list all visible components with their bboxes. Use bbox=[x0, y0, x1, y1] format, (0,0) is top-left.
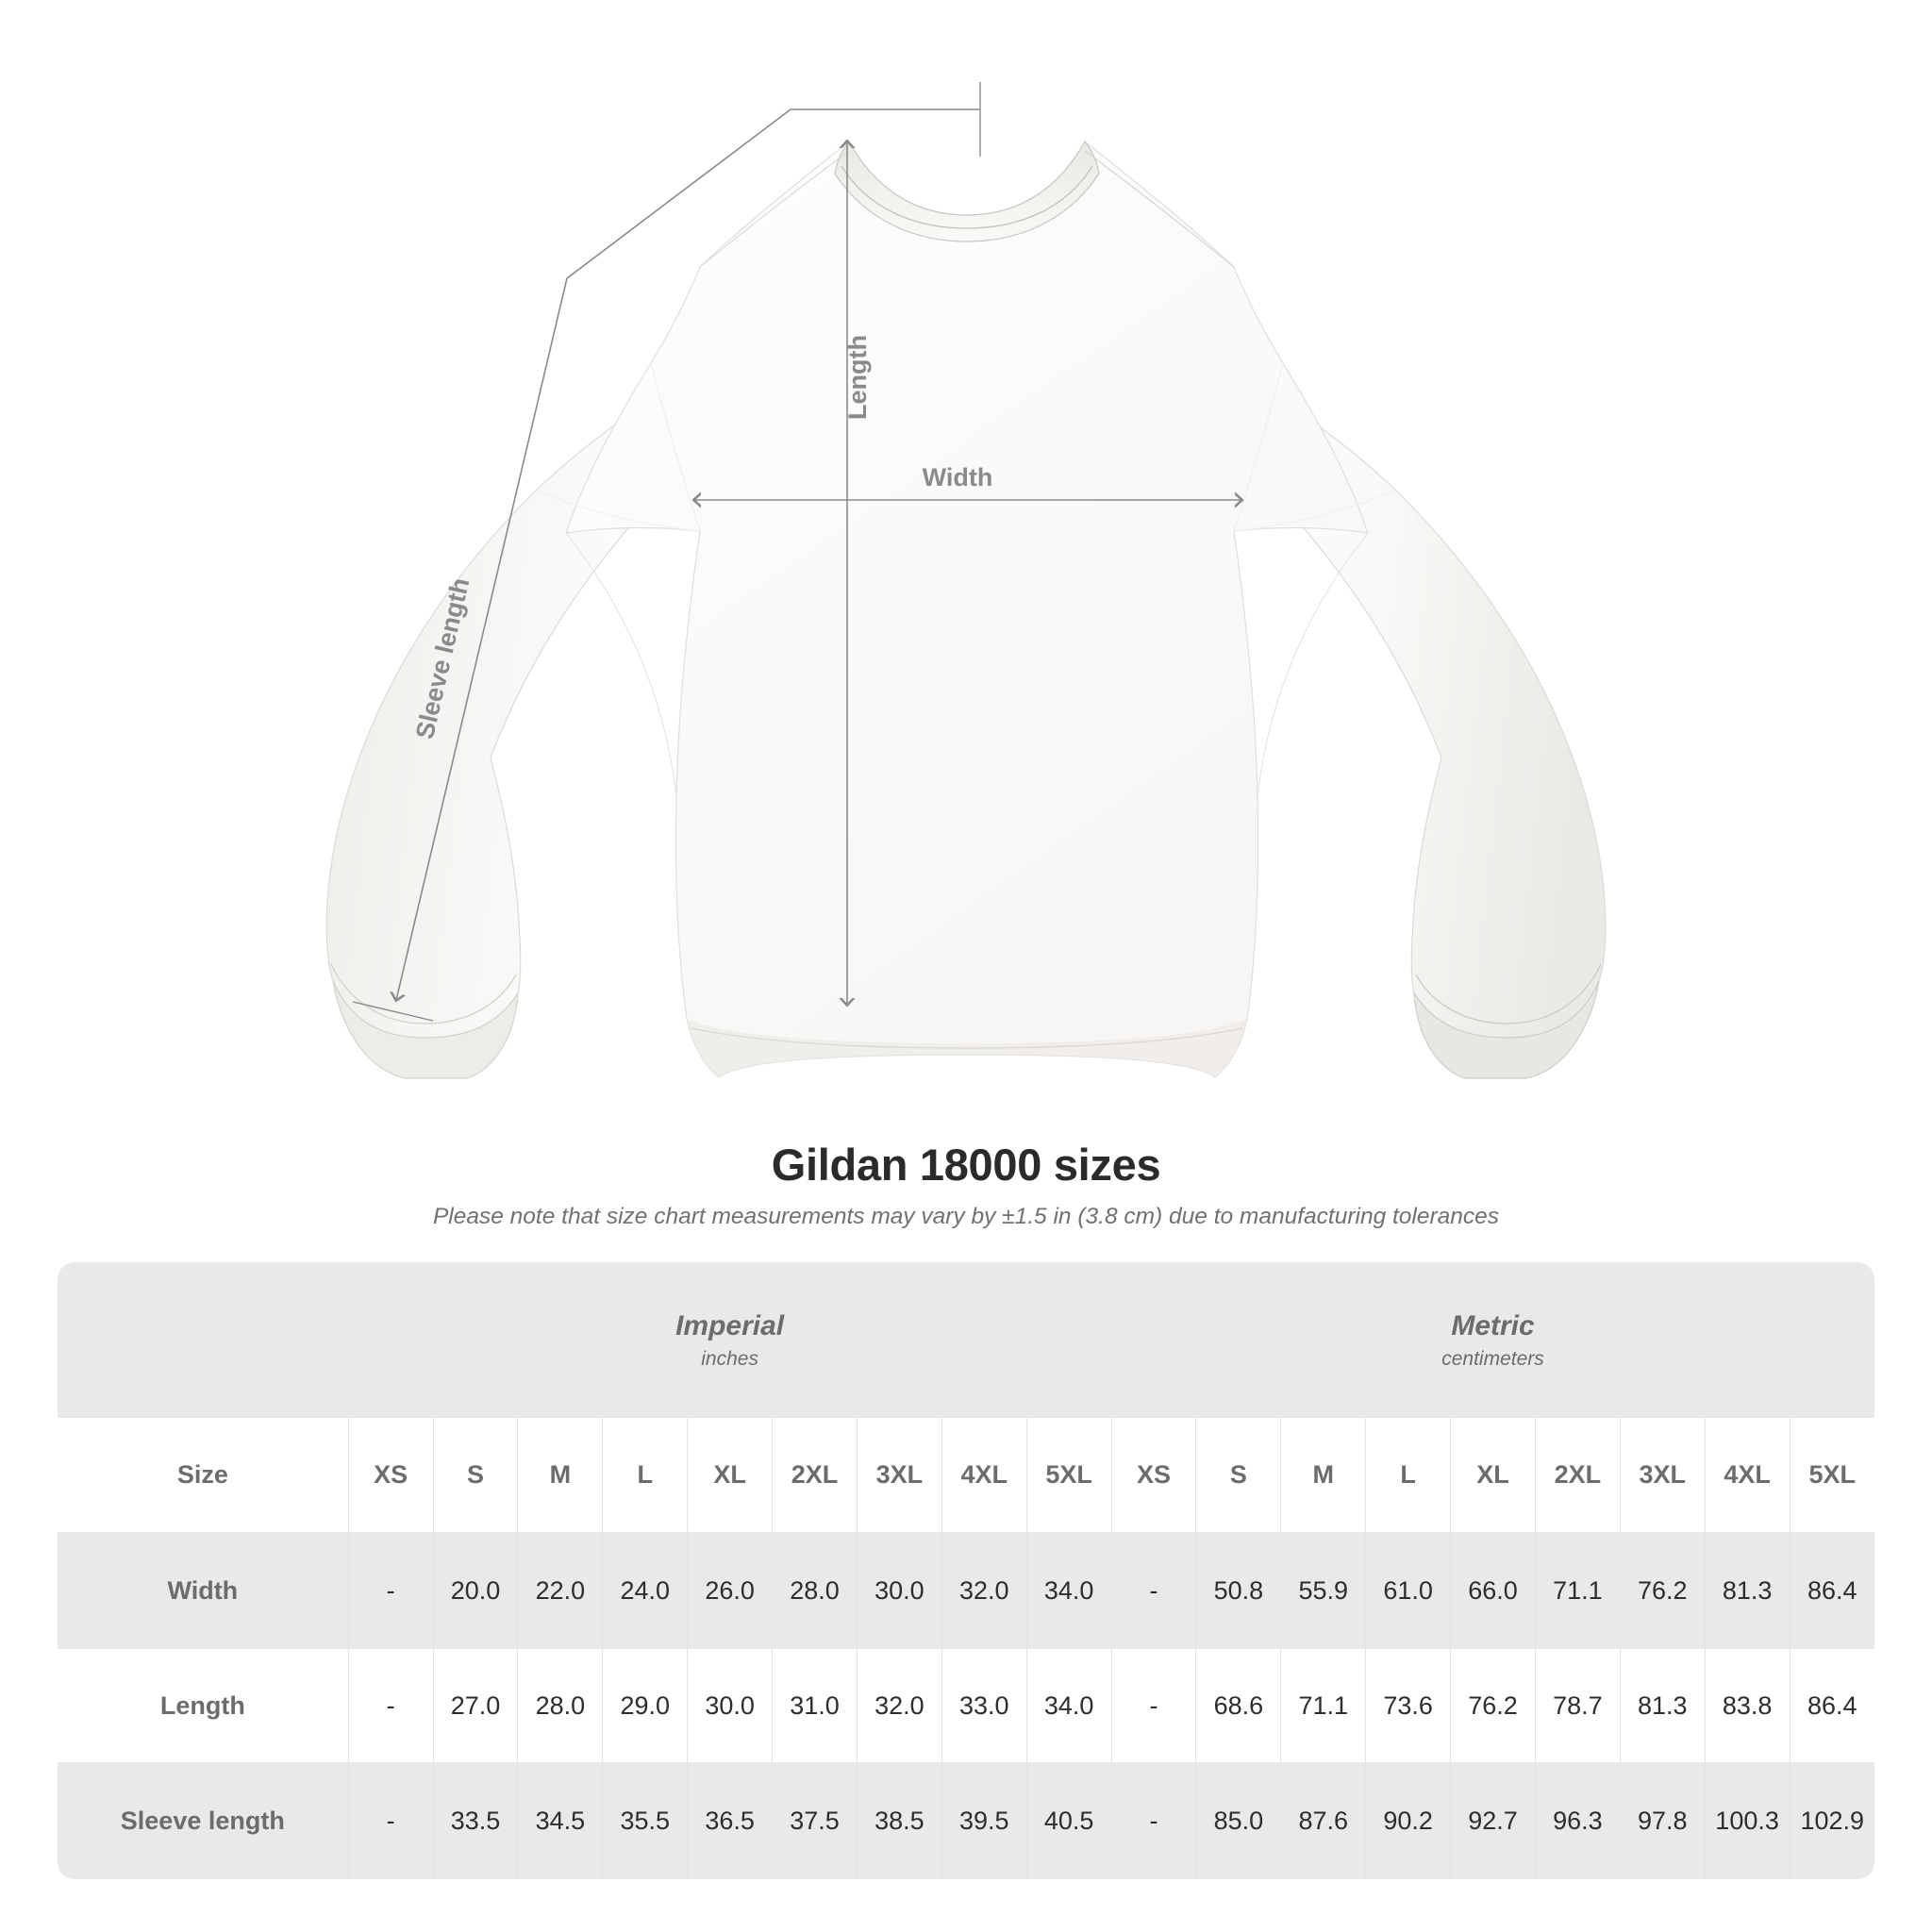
svg-text:Width: Width bbox=[923, 463, 993, 491]
svg-text:Length: Length bbox=[843, 335, 872, 420]
